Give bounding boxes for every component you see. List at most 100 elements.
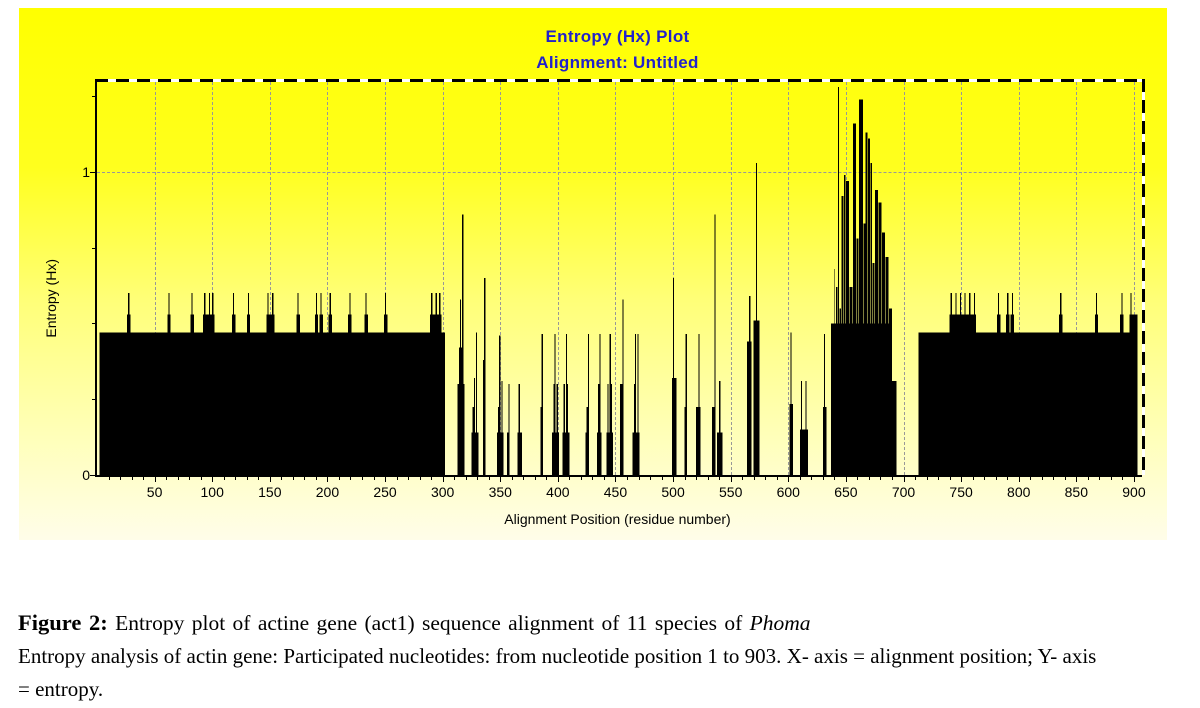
chart-title: Entropy (Hx) Plot <box>545 27 690 46</box>
bar-segment <box>541 334 543 475</box>
x-minor-tick-560 <box>742 477 744 480</box>
x-minor-tick-210 <box>338 477 340 480</box>
x-major-tick-750 <box>961 477 963 482</box>
x-minor-tick-740 <box>949 477 951 480</box>
bar-segment <box>698 334 700 475</box>
bar-segment <box>1121 293 1123 475</box>
x-minor-tick-120 <box>235 477 237 480</box>
y-major-tick-1 <box>90 171 96 173</box>
y-minor-tick-0.75 <box>92 247 96 249</box>
bar-segment <box>712 406 716 475</box>
x-major-tick-550 <box>730 477 732 482</box>
bar-segment <box>191 293 193 475</box>
x-minor-tick-420 <box>580 477 582 480</box>
caption-line-2: Entropy analysis of actin gene: Particip… <box>18 644 1097 668</box>
x-minor-tick-720 <box>926 477 928 480</box>
x-minor-tick-240 <box>373 477 375 480</box>
bar-segment <box>598 384 600 475</box>
x-minor-tick-230 <box>361 477 363 480</box>
bar-segment <box>267 293 269 475</box>
bar-segment <box>843 175 846 475</box>
bar-segment <box>805 381 807 475</box>
bar-segment <box>556 384 558 475</box>
x-minor-tick-220 <box>350 477 352 480</box>
bar-segment <box>1060 293 1062 475</box>
x-minor-tick-30 <box>131 477 133 480</box>
gridline-x-350 <box>500 82 502 475</box>
x-minor-tick-80 <box>189 477 191 480</box>
x-tick-label-700: 700 <box>891 484 916 500</box>
x-minor-tick-410 <box>569 477 571 480</box>
gridline-x-150 <box>269 82 271 475</box>
bar-segment <box>633 384 636 475</box>
x-minor-tick-690 <box>891 477 893 480</box>
bar-segment <box>955 293 957 475</box>
bar-segment <box>881 232 885 475</box>
x-minor-tick-780 <box>995 477 997 480</box>
x-minor-tick-630 <box>822 477 824 480</box>
x-major-tick-600 <box>788 477 790 482</box>
bar-segment <box>212 293 214 475</box>
x-minor-tick-170 <box>292 477 294 480</box>
bar-segment <box>846 181 850 475</box>
bar-segment <box>746 341 752 475</box>
gridline-x-600 <box>788 82 790 475</box>
gridline-x-900 <box>1133 82 1135 475</box>
x-tick-label-100: 100 <box>200 484 224 500</box>
x-minor-tick-280 <box>419 477 421 480</box>
bar-segment <box>853 123 857 475</box>
bar-segment <box>349 293 351 475</box>
x-minor-tick-380 <box>534 477 536 480</box>
bar-segment <box>473 378 475 475</box>
x-axis-label: Alignment Position (residue number) <box>504 511 731 527</box>
bar-segment <box>266 314 275 475</box>
x-minor-tick-660 <box>857 477 859 480</box>
bar-segment <box>799 429 808 475</box>
x-minor-tick-480 <box>650 477 652 480</box>
bar-segment <box>484 278 486 475</box>
bar-segment <box>800 381 803 475</box>
bar-segment <box>365 293 367 475</box>
x-minor-tick-570 <box>753 477 755 480</box>
bar-segment <box>891 381 897 475</box>
x-minor-tick-260 <box>396 477 398 480</box>
bar-segment <box>714 214 716 475</box>
bar-segment <box>540 406 543 475</box>
x-tick-label-150: 150 <box>258 484 282 500</box>
x-minor-tick-10 <box>108 477 110 480</box>
x-minor-tick-340 <box>488 477 490 480</box>
bar-segment <box>507 432 510 475</box>
bar-segment <box>272 293 274 475</box>
x-tick-label-50: 50 <box>146 484 163 500</box>
x-minor-tick-460 <box>626 477 628 480</box>
bar-segment <box>128 293 130 475</box>
x-minor-tick-430 <box>592 477 594 480</box>
x-tick-label-900: 900 <box>1122 484 1146 500</box>
bar-segment <box>964 293 966 475</box>
caption-line-1: Figure 2: Entropy plot of actine gene (a… <box>18 606 1194 640</box>
x-minor-tick-890 <box>1122 477 1124 480</box>
x-minor-tick-70 <box>177 477 179 480</box>
bar-segment <box>870 162 873 475</box>
bar-segment <box>997 293 1000 475</box>
bar-segment <box>719 381 721 475</box>
bar-segment <box>973 293 975 475</box>
x-minor-tick-680 <box>880 477 882 480</box>
bar-segment <box>168 293 170 475</box>
x-major-tick-300 <box>442 477 444 482</box>
x-minor-tick-670 <box>868 477 870 480</box>
x-minor-tick-770 <box>984 477 986 480</box>
x-tick-label-250: 250 <box>373 484 397 500</box>
bar-segment <box>459 299 462 475</box>
bar-segment <box>315 293 318 475</box>
bar-segment <box>587 334 589 475</box>
bar-segment <box>622 299 624 475</box>
x-minor-tick-510 <box>684 477 686 480</box>
bar-segment <box>749 296 751 475</box>
x-minor-tick-470 <box>638 477 640 480</box>
bar-segment <box>868 138 870 475</box>
caption-line1-text: Entropy plot of actine gene (act1) seque… <box>107 611 750 635</box>
x-tick-label-300: 300 <box>430 484 455 500</box>
gridline-x-50 <box>154 82 156 475</box>
x-minor-tick-490 <box>661 477 663 480</box>
